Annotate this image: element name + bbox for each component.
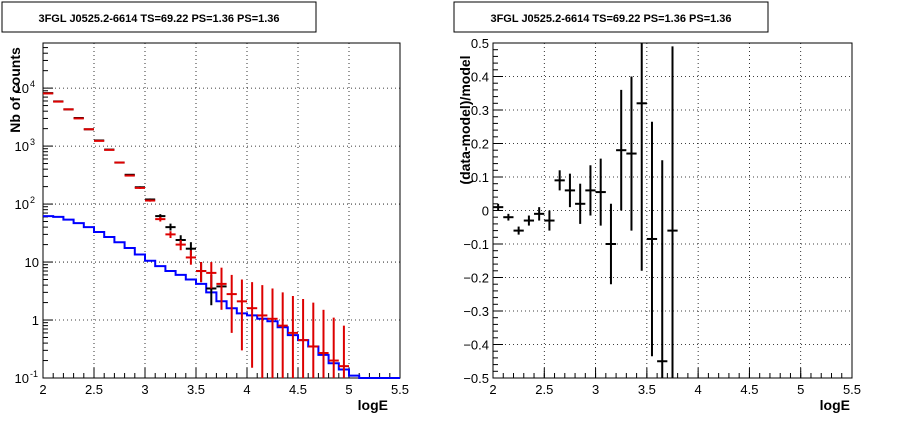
- y-tick-label: 10: [15, 197, 29, 212]
- x-tick-label: 5.5: [391, 382, 409, 397]
- x-tick-label: 2.5: [85, 382, 103, 397]
- x-tick-label: 3: [141, 382, 148, 397]
- y-tick-label: 10: [25, 255, 39, 270]
- x-axis-title: logE: [358, 397, 388, 413]
- residuals-panel: 3FGL J0525.2-6614 TS=69.22 PS=1.36 PS=1.…: [453, 1, 861, 413]
- y-tick-label: 10: [15, 371, 29, 386]
- x-tick-label: 2: [489, 382, 496, 397]
- chart-title: 3FGL J0525.2-6614 TS=69.22 PS=1.36 PS=1.…: [38, 13, 279, 25]
- x-tick-label: 4.5: [289, 382, 307, 397]
- y-tick-exponent: 4: [30, 79, 35, 89]
- x-tick-label: 5: [797, 382, 804, 397]
- y-tick-label: −0.1: [463, 237, 489, 252]
- x-tick-label: 3.5: [638, 382, 656, 397]
- x-tick-label: 2: [39, 382, 46, 397]
- x-tick-label: 3: [592, 382, 599, 397]
- y-tick-label: 0.3: [471, 103, 489, 118]
- title-box: [1, 1, 317, 33]
- y-tick-label: 0: [482, 204, 489, 219]
- x-tick-label: 5.5: [843, 382, 861, 397]
- chart-title: 3FGL J0525.2-6614 TS=69.22 PS=1.36 PS=1.…: [490, 13, 731, 25]
- counts-panel: 3FGL J0525.2-6614 TS=69.22 PS=1.36 PS=1.…: [1, 1, 409, 413]
- x-tick-label: 3.5: [187, 382, 205, 397]
- y-tick-label: 10: [15, 81, 29, 96]
- y-tick-label: 0.5: [471, 36, 489, 51]
- y-axis-title: (data-model)/model: [457, 55, 473, 184]
- x-tick-label: 5: [345, 382, 352, 397]
- title-box: [453, 1, 769, 33]
- y-tick-label: 0.1: [471, 170, 489, 185]
- y-tick-exponent: 3: [30, 137, 35, 147]
- y-axis-title: Nb of counts: [7, 47, 23, 133]
- y-tick-label: −0.3: [463, 304, 489, 319]
- y-tick-label: −0.2: [463, 271, 489, 286]
- x-axis-title: logE: [820, 397, 850, 413]
- y-tick-label: 0.4: [471, 70, 489, 85]
- x-tick-label: 4: [243, 382, 250, 397]
- y-tick-label: 1: [32, 313, 39, 328]
- y-tick-label: −0.5: [463, 371, 489, 386]
- y-tick-label: −0.4: [463, 338, 489, 353]
- x-tick-label: 4: [695, 382, 702, 397]
- y-tick-label: 10: [15, 139, 29, 154]
- y-tick-label: 0.2: [471, 137, 489, 152]
- plot-frame: [42, 42, 401, 379]
- x-tick-label: 2.5: [535, 382, 553, 397]
- y-tick-exponent: 2: [30, 195, 35, 205]
- y-tick-exponent: -1: [30, 369, 38, 379]
- model-step-line: [43, 215, 400, 379]
- x-tick-label: 4.5: [740, 382, 758, 397]
